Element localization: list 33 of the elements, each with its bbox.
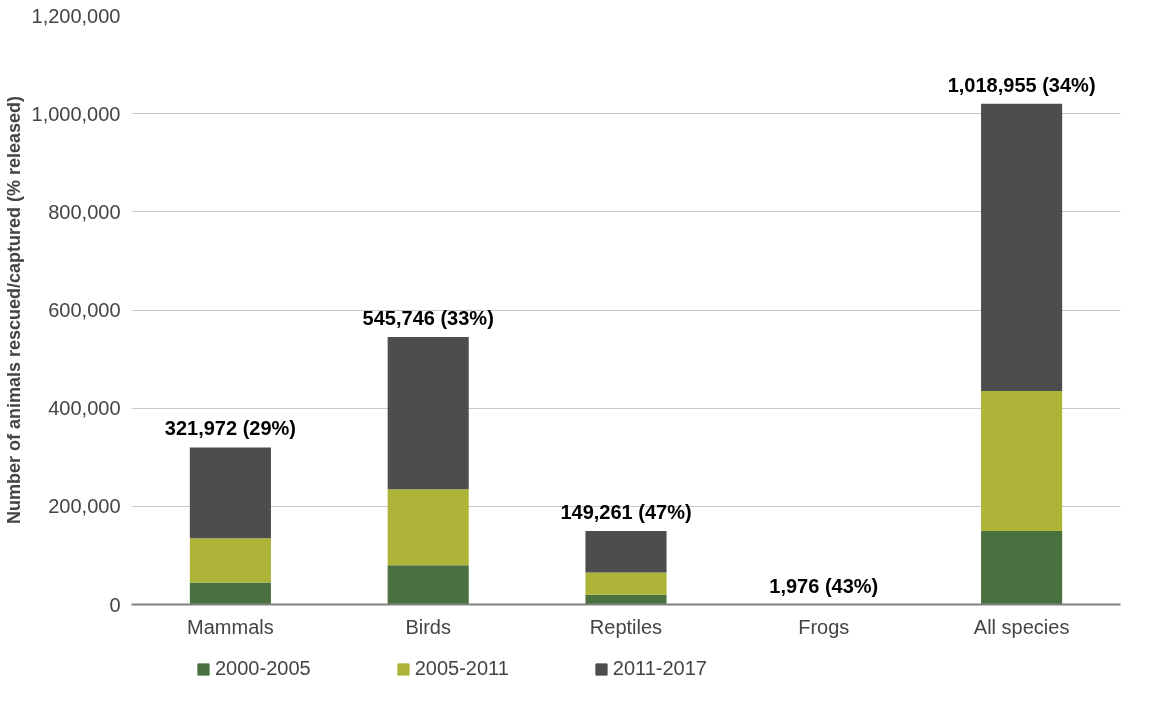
bar	[585, 530, 667, 573]
total-label: 545,746 (33%)	[362, 307, 494, 329]
bar	[189, 582, 271, 605]
text: 1,976 (43%)	[769, 574, 879, 597]
bar	[387, 565, 469, 605]
y-tick-label: 200,000	[48, 495, 121, 518]
bar	[981, 103, 1063, 391]
y-axis-title: Number of animals rescued/captured (% released)	[3, 95, 24, 525]
total-label: 1,018,955 (34%)	[947, 73, 1096, 96]
bar	[981, 530, 1063, 605]
bar	[189, 447, 271, 539]
total-label: 321,972 (29%)	[164, 417, 296, 440]
legend-label: 2005-2011	[414, 657, 509, 680]
bar	[387, 337, 469, 490]
legend-label: 2011-2017	[612, 657, 707, 680]
total-label: 149,261 (47%)	[560, 500, 692, 523]
legend-label: 2000-2005	[215, 657, 311, 680]
x-tick-label: All species	[973, 615, 1070, 638]
y-tick-label: 1,000,000	[31, 102, 121, 125]
y-tick-label: 600,000	[48, 299, 121, 321]
x-tick-label: Reptiles	[589, 615, 663, 638]
y-tick-label: 800,000	[48, 200, 121, 223]
bar	[585, 572, 667, 595]
y-tick-label: 0	[109, 593, 121, 616]
bar	[585, 594, 667, 605]
y-tick-label: 400,000	[48, 397, 121, 420]
x-tick-label: Frogs	[798, 615, 850, 638]
x-tick-label: Birds	[405, 615, 451, 638]
bar	[189, 538, 271, 583]
bar	[387, 489, 469, 566]
bar	[981, 390, 1063, 531]
x-tick-label: Mammals	[187, 615, 274, 638]
y-tick-label: 1,200,000	[31, 4, 121, 27]
